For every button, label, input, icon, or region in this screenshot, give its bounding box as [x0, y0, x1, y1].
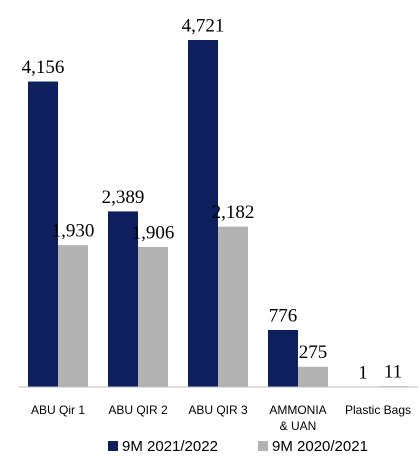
- x-tick-label: AMMONIA & UAN: [269, 403, 326, 433]
- x-tick-label: ABU QIR 2: [108, 403, 168, 417]
- data-label: 2,389: [102, 187, 145, 208]
- bar: [268, 329, 298, 387]
- legend-swatch: [108, 441, 118, 451]
- bar: [188, 40, 218, 387]
- data-label: 1,906: [132, 222, 175, 243]
- bar: [218, 226, 248, 387]
- x-tick-label-line: AMMONIA: [269, 403, 326, 417]
- data-label: 776: [269, 305, 298, 326]
- data-label: 1: [358, 362, 368, 383]
- bar: [298, 366, 328, 387]
- bar: [138, 246, 168, 387]
- data-label: 4,721: [182, 15, 225, 36]
- data-label: 275: [299, 342, 328, 363]
- x-tick-label: ABU Qir 1: [31, 403, 85, 417]
- x-tick-label: Plastic Bags: [345, 403, 411, 417]
- x-tick-label-line: & UAN: [280, 419, 317, 433]
- bar: [28, 81, 58, 388]
- legend-label: 9M 2021/2022: [122, 438, 218, 455]
- data-label: 1,930: [52, 221, 95, 242]
- legend-swatch: [258, 441, 268, 451]
- data-label: 4,156: [22, 57, 65, 78]
- x-tick-label: ABU QIR 3: [188, 403, 248, 417]
- data-label: 11: [384, 362, 402, 383]
- legend-label: 9M 2020/2021: [272, 438, 368, 455]
- data-label: 2,182: [212, 202, 255, 223]
- bar: [108, 211, 138, 387]
- bar: [58, 245, 88, 387]
